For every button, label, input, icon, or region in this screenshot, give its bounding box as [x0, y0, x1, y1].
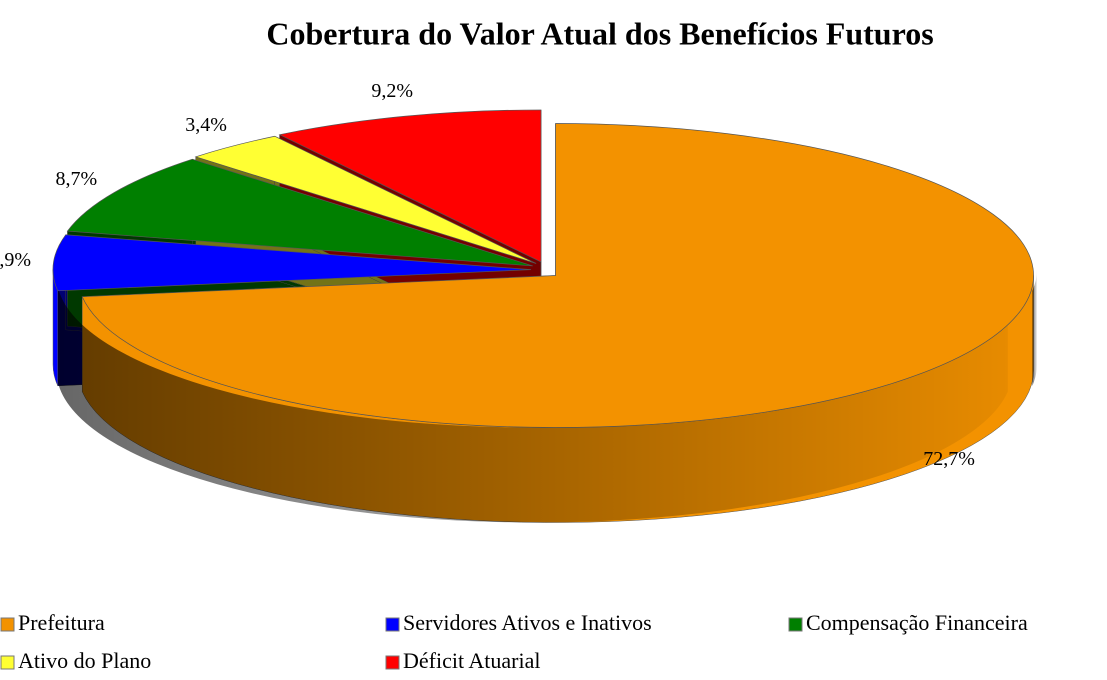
- data-label: 5,9%: [0, 249, 31, 271]
- data-label: 8,7%: [56, 168, 98, 190]
- legend-swatch: [788, 617, 803, 632]
- legend-swatch: [0, 617, 15, 632]
- slice: [66, 158, 533, 267]
- data-label: 9,2%: [371, 80, 413, 102]
- legend-swatch: [385, 617, 400, 632]
- legend-label: Compensação Financeira: [806, 610, 1028, 635]
- legend-label: Déficit Atuarial: [403, 648, 540, 673]
- chart-title: Cobertura do Valor Atual dos Benefícios …: [266, 15, 933, 51]
- legend-label: Prefeitura: [18, 610, 105, 635]
- data-label: 72,7%: [923, 448, 975, 470]
- slice: [52, 234, 532, 292]
- slice-side-shade: [56, 275, 1008, 523]
- legend-swatch: [385, 655, 400, 670]
- slice-side-shade: [1032, 269, 1037, 386]
- legend-swatch: [0, 655, 15, 670]
- slice: [194, 135, 537, 264]
- legend-label: Ativo do Plano: [18, 648, 151, 673]
- data-label: 3,4%: [185, 114, 227, 136]
- slice: [278, 109, 542, 263]
- legend-label: Servidores Ativos e Inativos: [403, 610, 652, 635]
- slice: [81, 123, 1034, 428]
